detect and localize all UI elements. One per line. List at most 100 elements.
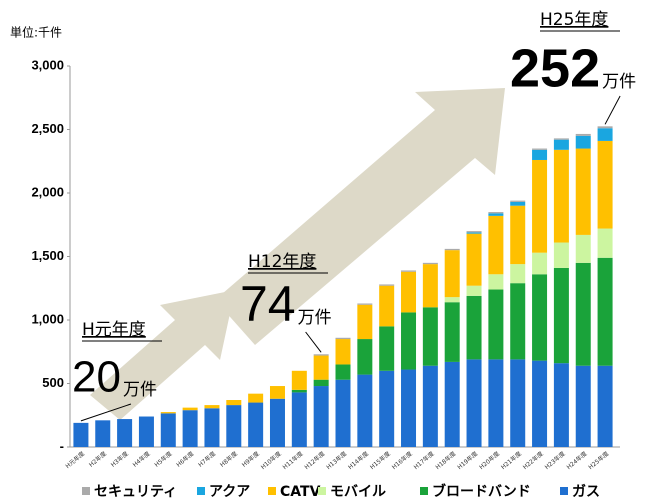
bar-segment — [597, 228, 613, 258]
annotation-leader — [305, 331, 322, 353]
bar-segment — [466, 285, 482, 296]
bar-segment — [466, 295, 482, 360]
legend-swatch — [82, 487, 90, 495]
x-tick-label: H14年度 — [346, 450, 370, 472]
x-tick-label: H20年度 — [477, 450, 501, 472]
bar-segment — [422, 262, 438, 265]
bar-segment — [575, 135, 591, 149]
bar-segment — [466, 233, 482, 286]
bar-segment — [488, 215, 504, 275]
bar-segment — [335, 339, 351, 365]
x-tick-label: H11年度 — [281, 450, 305, 472]
legend-swatch — [268, 487, 276, 495]
x-tick-label: H22年度 — [521, 450, 545, 472]
growth-arrow — [215, 88, 505, 345]
bar-segment — [291, 370, 307, 390]
bar-segment — [313, 354, 329, 356]
x-tick-label: H17年度 — [412, 450, 436, 472]
y-tick-label: 3,000 — [31, 57, 64, 72]
bar-segment — [401, 271, 417, 313]
bar-segment — [95, 420, 111, 447]
bar-segment — [226, 400, 242, 406]
bar-segment — [488, 274, 504, 290]
bar-segment — [532, 252, 548, 275]
x-tick-label: H2年度 — [87, 450, 108, 469]
bar-segment — [597, 140, 613, 229]
bar-segment — [182, 407, 198, 411]
bar-segment — [422, 264, 438, 308]
bar-segment — [269, 386, 285, 399]
bar-segment — [204, 405, 220, 409]
annotation-leader — [80, 403, 132, 422]
bar-segment — [357, 374, 373, 447]
bar-segment — [597, 128, 613, 141]
bar-segment — [597, 365, 613, 447]
x-tick-label: H8年度 — [218, 450, 239, 469]
bar-segment — [488, 213, 504, 216]
x-tick-label: H3年度 — [109, 450, 130, 469]
bar-segment — [401, 312, 417, 370]
bar-segment — [335, 337, 351, 340]
bar-segment — [575, 148, 591, 235]
legend-label: モバイル — [330, 484, 386, 499]
bar-segment — [226, 405, 242, 447]
bar-segment — [160, 412, 176, 414]
annotation-unit: 万件 — [123, 380, 157, 400]
bar-segment — [553, 242, 569, 268]
bar-segment — [313, 379, 329, 387]
bar-segment — [182, 410, 198, 447]
bar-segment — [466, 232, 482, 234]
legend-label: セキュリティ — [94, 484, 177, 499]
bar-segment — [466, 231, 482, 233]
y-tick-label: 1,500 — [31, 248, 64, 263]
bar-segment — [160, 413, 176, 447]
legend-label: ブロードバンド — [432, 483, 531, 499]
x-tick-label: H10年度 — [259, 450, 283, 472]
growth-arrow — [90, 290, 235, 420]
x-tick-label: H16年度 — [390, 450, 414, 472]
legend-label: アクア — [209, 484, 250, 499]
annotation-leader — [604, 95, 621, 125]
bar-segment — [553, 138, 569, 140]
x-tick-label: H5年度 — [153, 450, 174, 469]
x-tick-label: H15年度 — [368, 450, 392, 472]
bar-segment — [422, 365, 438, 447]
annotation-number: 20 — [72, 353, 121, 402]
annotation-unit: 万件 — [298, 308, 332, 328]
bar-segment — [379, 370, 395, 447]
bar-segment — [575, 133, 591, 136]
bar-segment — [575, 234, 591, 263]
bar-segment — [510, 201, 526, 206]
bar-segment — [488, 212, 504, 214]
bar-segment — [204, 408, 220, 447]
x-tick-label: H24年度 — [565, 450, 589, 472]
legend-swatch — [560, 487, 568, 495]
bar-segment — [575, 365, 591, 447]
bar-segment — [313, 355, 329, 380]
x-tick-label: H19年度 — [456, 450, 480, 472]
x-tick-label: H13年度 — [325, 450, 349, 472]
bar-segment — [444, 250, 460, 298]
bar-segment — [291, 392, 307, 447]
bar-segment — [248, 402, 264, 447]
bar-segment — [335, 379, 351, 447]
legend-label: ガス — [572, 484, 600, 499]
y-tick-label: 2,500 — [31, 121, 64, 136]
bar-segment — [597, 257, 613, 366]
bar-segment — [73, 422, 89, 447]
x-tick-label: H23年度 — [543, 450, 567, 472]
bar-segment — [532, 159, 548, 253]
legend-swatch — [318, 487, 326, 495]
bar-segment — [379, 284, 395, 286]
y-tick-label: 500 — [42, 375, 64, 390]
bar-segment — [553, 149, 569, 243]
x-tick-label: H25年度 — [587, 450, 611, 472]
bar-segment — [379, 285, 395, 327]
bar-segment — [488, 289, 504, 360]
bar-segment — [401, 270, 417, 272]
bar-segment — [357, 304, 373, 340]
bar-segment — [335, 364, 351, 380]
bar-segment — [510, 359, 526, 447]
bar-segment — [553, 363, 569, 447]
annotation-number: 252 — [510, 38, 600, 98]
